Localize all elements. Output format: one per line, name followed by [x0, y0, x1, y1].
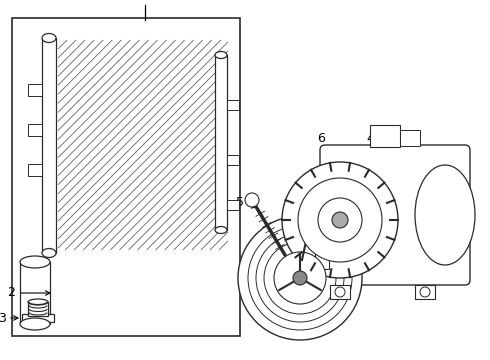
- Ellipse shape: [215, 51, 227, 58]
- Circle shape: [332, 212, 348, 228]
- Bar: [28, 302, 48, 316]
- Circle shape: [274, 252, 326, 304]
- Circle shape: [335, 287, 345, 297]
- Bar: [22, 314, 54, 322]
- Ellipse shape: [42, 248, 56, 257]
- Bar: [227, 100, 239, 110]
- Bar: [28, 164, 42, 176]
- Ellipse shape: [42, 33, 56, 42]
- Text: 1: 1: [141, 0, 149, 3]
- Ellipse shape: [20, 256, 50, 268]
- Bar: [315, 245, 329, 269]
- Circle shape: [318, 198, 362, 242]
- Text: 3: 3: [0, 311, 6, 324]
- Text: 2: 2: [7, 287, 15, 300]
- Bar: [227, 155, 239, 165]
- Circle shape: [293, 271, 307, 285]
- Circle shape: [238, 216, 362, 340]
- Ellipse shape: [28, 299, 48, 305]
- Text: 5: 5: [236, 195, 244, 208]
- Text: 6: 6: [317, 132, 325, 145]
- Bar: [400, 130, 420, 146]
- Bar: [12, 18, 240, 336]
- Bar: [227, 200, 239, 210]
- Text: 4: 4: [366, 132, 374, 145]
- Bar: [28, 124, 42, 136]
- Bar: [28, 84, 42, 96]
- Ellipse shape: [415, 165, 475, 265]
- Bar: [370, 125, 400, 147]
- FancyBboxPatch shape: [320, 145, 470, 285]
- Bar: [20, 262, 50, 324]
- Circle shape: [245, 193, 259, 207]
- Ellipse shape: [215, 226, 227, 234]
- Circle shape: [420, 287, 430, 297]
- Bar: [42, 38, 56, 253]
- Bar: [415, 285, 435, 299]
- Circle shape: [298, 178, 382, 262]
- Ellipse shape: [20, 318, 50, 330]
- Circle shape: [282, 162, 398, 278]
- Bar: [215, 55, 227, 230]
- Bar: [330, 285, 350, 299]
